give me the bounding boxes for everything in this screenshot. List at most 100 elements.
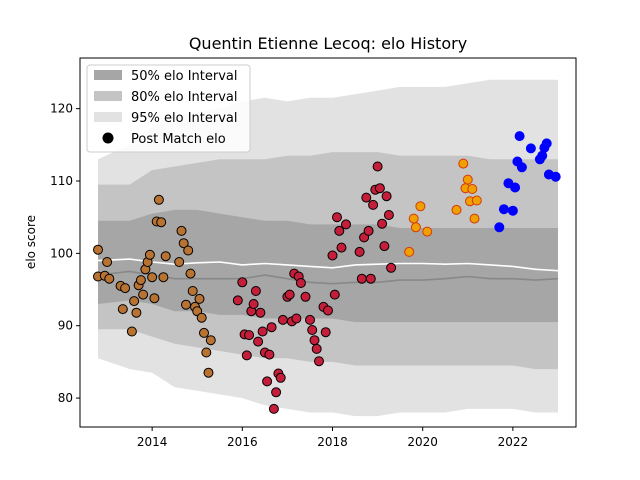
- data-point: [178, 238, 189, 249]
- data-point: [314, 356, 324, 367]
- data-point: [422, 226, 433, 237]
- data-point: [334, 225, 345, 236]
- data-point: [381, 191, 392, 202]
- data-point: [268, 403, 279, 414]
- legend-swatch-50: [94, 70, 122, 80]
- data-point: [307, 325, 318, 335]
- data-point: [144, 249, 155, 260]
- series-3: [494, 131, 561, 233]
- data-point: [262, 376, 273, 387]
- data-point: [327, 250, 338, 261]
- x-tick-label: 2020: [407, 435, 438, 449]
- data-point: [372, 161, 383, 172]
- data-point: [386, 262, 397, 273]
- data-point: [232, 295, 243, 306]
- data-point: [255, 307, 266, 318]
- data-point: [253, 336, 264, 347]
- data-point: [374, 183, 385, 194]
- data-point: [199, 327, 209, 338]
- data-point: [368, 199, 379, 210]
- data-point: [514, 131, 525, 142]
- data-point: [408, 213, 419, 224]
- y-axis-label: elo score: [24, 215, 38, 269]
- data-point: [205, 335, 216, 346]
- data-point: [181, 299, 191, 310]
- data-point: [361, 192, 372, 203]
- plot-area: [93, 79, 561, 417]
- data-point: [365, 273, 376, 284]
- series-2: [404, 158, 482, 257]
- data-point: [271, 387, 282, 398]
- x-tick-label: 2022: [498, 435, 529, 449]
- data-point: [194, 293, 205, 304]
- data-point: [311, 343, 322, 354]
- data-point: [196, 312, 207, 323]
- data-point: [462, 174, 473, 185]
- data-point: [305, 314, 315, 325]
- data-point: [153, 194, 164, 205]
- data-point: [510, 182, 521, 193]
- data-point: [336, 242, 347, 253]
- data-point: [295, 278, 306, 288]
- data-point: [498, 204, 509, 215]
- data-point: [525, 143, 536, 154]
- data-point: [126, 326, 137, 337]
- data-point: [354, 246, 365, 257]
- data-point: [250, 286, 261, 296]
- data-point: [320, 327, 331, 338]
- data-point: [129, 296, 140, 307]
- data-point: [266, 322, 277, 333]
- legend-label-95: 95% elo Interval: [131, 111, 238, 126]
- legend: 50% elo Interval 80% elo Interval 95% el…: [86, 64, 251, 153]
- x-tick-label: 2016: [227, 435, 258, 449]
- data-point: [284, 289, 295, 300]
- data-point: [379, 241, 390, 252]
- data-point: [183, 245, 194, 256]
- data-point: [248, 299, 259, 309]
- y-tick-label: 80: [58, 391, 73, 405]
- data-point: [237, 277, 248, 288]
- data-point: [138, 289, 149, 300]
- data-point: [541, 138, 552, 149]
- y-axis: 80 90 100 110 120: [50, 102, 80, 405]
- data-point: [131, 307, 142, 318]
- x-tick-label: 2018: [317, 435, 348, 449]
- data-point: [415, 201, 426, 212]
- chart-title: Quentin Etienne Lecoq: elo History: [189, 34, 467, 53]
- data-point: [185, 268, 196, 279]
- legend-swatch-95: [94, 112, 122, 122]
- data-point: [404, 246, 415, 257]
- y-tick-label: 90: [58, 319, 73, 333]
- data-point: [291, 313, 302, 324]
- data-point: [467, 184, 478, 194]
- data-point: [93, 244, 103, 255]
- data-point: [451, 204, 462, 215]
- median-line: [97, 270, 559, 285]
- data-point: [149, 293, 160, 304]
- data-point: [241, 350, 252, 361]
- data-point: [300, 291, 311, 302]
- x-tick-label: 2014: [137, 435, 168, 449]
- data-point: [458, 158, 469, 169]
- data-point: [135, 275, 146, 286]
- data-point: [410, 222, 421, 233]
- data-point: [363, 225, 374, 236]
- data-point: [383, 210, 394, 220]
- legend-label-80: 80% elo Interval: [131, 90, 238, 105]
- data-point: [158, 272, 169, 283]
- data-point: [147, 272, 158, 283]
- data-point: [117, 304, 128, 315]
- data-point: [120, 283, 131, 294]
- data-point: [174, 257, 185, 267]
- axes-frame: [79, 57, 577, 428]
- series-1: [232, 161, 397, 414]
- data-point: [257, 326, 268, 337]
- data-point: [201, 347, 212, 358]
- legend-label-post-match: Post Match elo: [131, 132, 226, 147]
- data-point: [160, 251, 171, 262]
- data-point: [341, 219, 351, 230]
- data-point: [187, 286, 198, 296]
- data-point: [550, 171, 561, 182]
- band-50: [98, 209, 558, 323]
